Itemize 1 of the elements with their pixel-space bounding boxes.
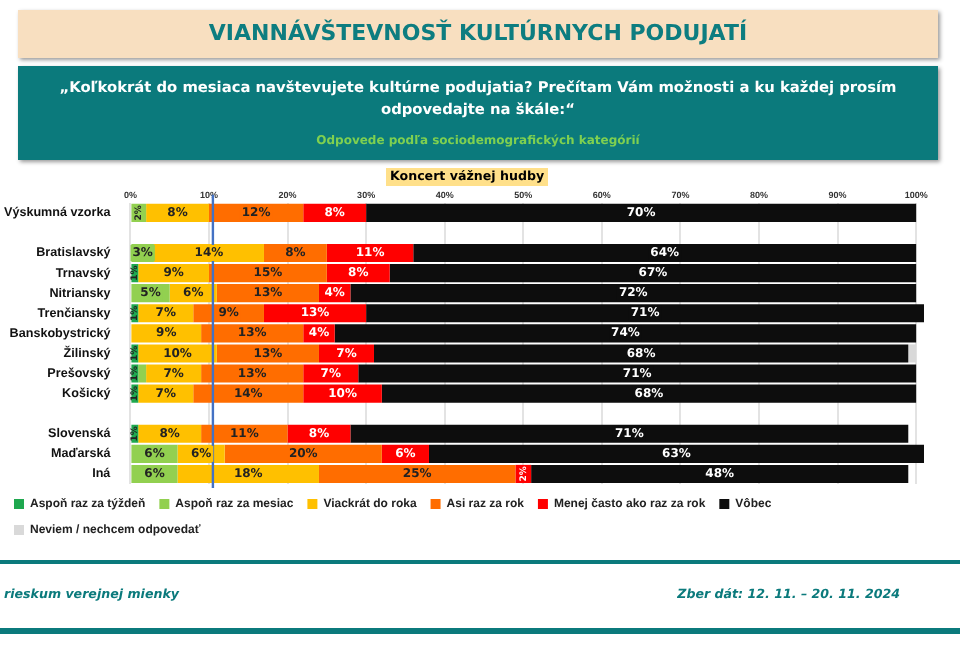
chart-title: VIANNÁVŠTEVNOSŤ KULTÚRNYCH PODUJATÍ [18, 10, 938, 58]
